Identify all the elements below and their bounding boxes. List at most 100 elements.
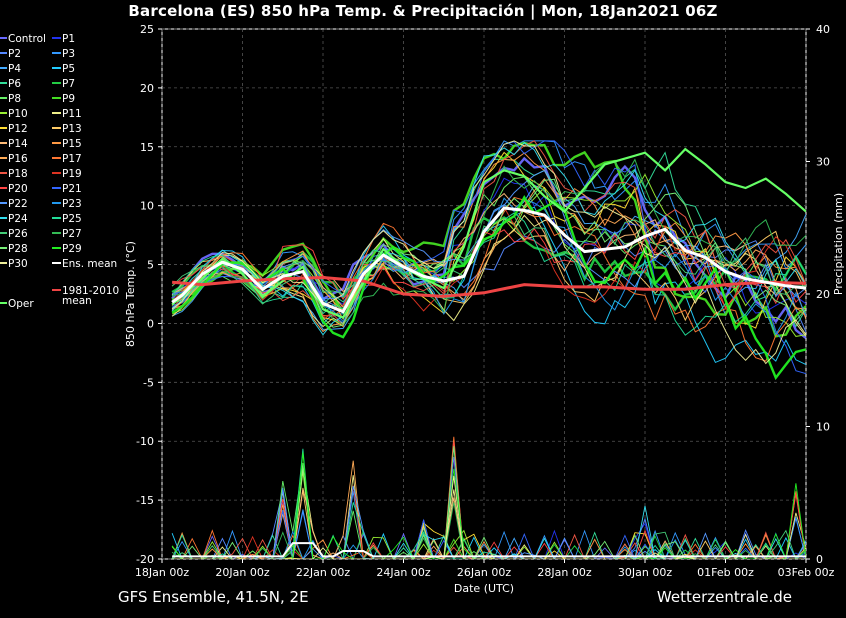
- legend-swatch: [0, 97, 7, 99]
- legend-swatch: [52, 232, 61, 234]
- precip-line-p21: [172, 510, 806, 559]
- legend-swatch: [0, 232, 7, 234]
- legend-swatch: [52, 202, 61, 204]
- ens-mean-line: [171, 206, 806, 314]
- legend-label: P23: [62, 198, 82, 210]
- legend-label: P1: [62, 33, 76, 45]
- legend-label: P12: [8, 123, 28, 135]
- legend-label: P7: [62, 78, 76, 90]
- member-line-p30: [171, 140, 806, 365]
- legend-label: P10: [8, 108, 28, 120]
- legend-item-p11: P11: [52, 108, 82, 120]
- legend-label: P18: [8, 168, 28, 180]
- y-tick-label: 0: [147, 317, 154, 330]
- x-tick-label: 24Jan 00z: [376, 566, 430, 579]
- legend-item-p14: P14: [0, 138, 28, 150]
- legend-label: P19: [62, 168, 82, 180]
- legend-label: Ens. mean: [62, 258, 118, 270]
- legend-swatch: [0, 112, 7, 114]
- legend-label: P4: [8, 63, 22, 75]
- legend-swatch: [0, 202, 7, 204]
- legend-swatch: [0, 157, 7, 159]
- legend-item-p9: P9: [52, 93, 75, 105]
- precip-line-p20: [172, 441, 806, 559]
- legend-label: P13: [62, 123, 82, 135]
- y2-axis-label: Precipitation (mm): [832, 193, 845, 295]
- legend-item-p10: P10: [0, 108, 28, 120]
- legend-label: P28: [8, 243, 28, 255]
- member-line-p15: [171, 152, 806, 321]
- x-tick-label: 30Jan 00z: [618, 566, 672, 579]
- legend-label: P16: [8, 153, 28, 165]
- legend-item-p6: P6: [0, 78, 21, 90]
- legend-item-p23: P23: [52, 198, 82, 210]
- y-tick-label: 25: [140, 23, 154, 36]
- precip-line-p2: [172, 490, 806, 559]
- legend-swatch: [52, 262, 61, 264]
- legend-item-p1: P1: [52, 33, 75, 45]
- legend-label: P15: [62, 138, 82, 150]
- legend-item-p15: P15: [52, 138, 82, 150]
- legend-item-p22: P22: [0, 198, 28, 210]
- precip-line-p19: [172, 485, 806, 559]
- precip-line-p28: [172, 446, 806, 559]
- legend-label: P30: [8, 258, 28, 270]
- legend-item-p8: P8: [0, 93, 21, 105]
- legend-item-ens-mean: Ens. mean: [52, 258, 117, 270]
- precip-line-p25: [171, 448, 806, 559]
- legend-label: P24: [8, 213, 28, 225]
- precip-line-p23: [172, 530, 806, 559]
- legend-item-p16: P16: [0, 153, 28, 165]
- legend-item-p20: P20: [0, 183, 28, 195]
- legend-item-p26: P26: [0, 228, 28, 240]
- chart-title: Barcelona (ES) 850 hPa Temp. & Precipita…: [128, 2, 718, 20]
- x-tick-label: 26Jan 00z: [457, 566, 511, 579]
- legend-item-p19: P19: [52, 168, 82, 180]
- source-label: Wetterzentrale.de: [656, 588, 792, 606]
- y2-tick-label: 40: [816, 23, 830, 36]
- legend-label: P26: [8, 228, 28, 240]
- y-tick-label: 20: [140, 82, 154, 95]
- precip-line-p17: [172, 436, 806, 559]
- y2-tick-label: 30: [816, 156, 830, 169]
- member-line-p7: [171, 216, 806, 312]
- member-line-p26: [171, 215, 806, 305]
- legend-label: P3: [62, 48, 76, 60]
- legend-item-p27: P27: [52, 228, 82, 240]
- precip-line-p6: [172, 526, 806, 559]
- legend-item-p25: P25: [52, 213, 82, 225]
- member-line-p25: [171, 212, 806, 336]
- y-tick-label: 10: [140, 200, 154, 213]
- legend-item-p4: P4: [0, 63, 21, 75]
- y2-tick-label: 0: [816, 553, 823, 566]
- x-tick-label: 22Jan 00z: [296, 566, 350, 579]
- x-tick-label: 03Feb 00z: [778, 566, 835, 579]
- x-tick-label: 28Jan 00z: [537, 566, 591, 579]
- climate-mean-line: [171, 275, 806, 298]
- legend-swatch: [0, 172, 7, 174]
- legend-swatch: [52, 37, 61, 39]
- member-line-p20: [171, 227, 806, 309]
- legend-swatch: [0, 142, 7, 144]
- legend-label: P11: [62, 108, 82, 120]
- legend-item-p29: P29: [52, 243, 82, 255]
- legend-label: P9: [62, 93, 76, 105]
- legend-item-p30: P30: [0, 258, 28, 270]
- member-line-p18: [171, 140, 806, 322]
- legend-swatch: [52, 142, 61, 144]
- member-line-p27: [171, 158, 806, 326]
- legend-label: P25: [62, 213, 82, 225]
- y-tick-label: -20: [136, 553, 154, 566]
- legend-item-p24: P24: [0, 213, 28, 225]
- legend: Control P1 P2 P3 P4 P5 P6 P7 P8 P9 P10 P11 P12 P13 P14…: [0, 0, 130, 320]
- legend-item-p2: P2: [0, 48, 21, 60]
- legend-swatch: [52, 157, 61, 159]
- legend-label: 1981-2010: [62, 285, 120, 297]
- legend-swatch: [0, 67, 7, 69]
- legend-item-p3: P3: [52, 48, 75, 60]
- legend-swatch: [0, 302, 7, 304]
- legend-swatch: [52, 172, 61, 174]
- legend-item-p21: P21: [52, 183, 82, 195]
- legend-swatch: [0, 217, 7, 219]
